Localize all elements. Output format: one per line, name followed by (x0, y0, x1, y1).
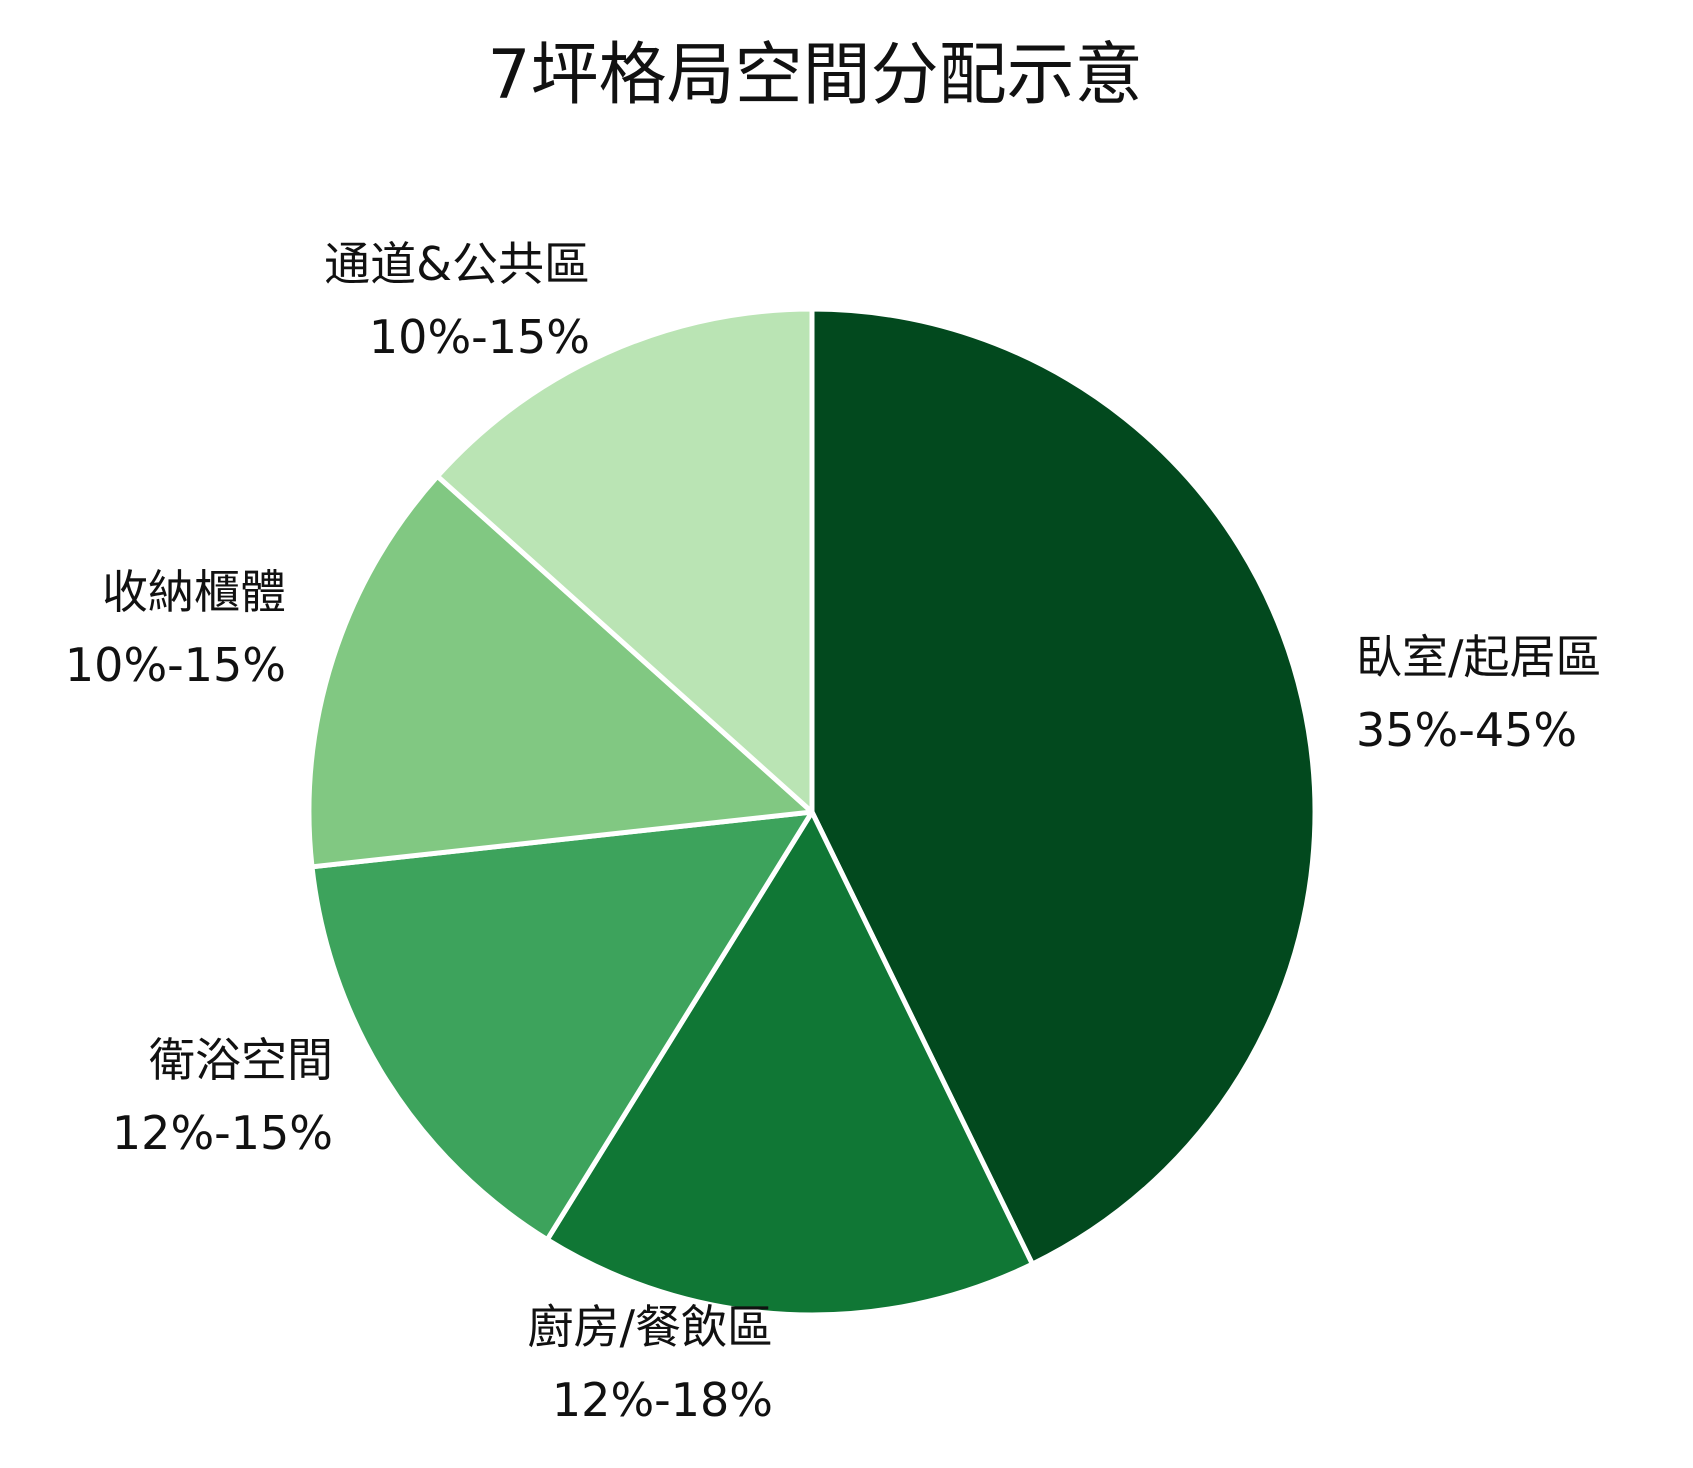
slice-label: 衛浴空間 (149, 1033, 333, 1087)
slice-value-label: 12%-18% (552, 1373, 773, 1427)
slice-value-label: 10%-15% (369, 310, 590, 364)
pie-slices (306, 306, 1318, 1318)
slice-value-label: 12%-15% (112, 1106, 333, 1160)
slice-label: 臥室/起居區 (1356, 630, 1602, 684)
slice-value-label: 10%-15% (65, 638, 286, 692)
pie-slice (434, 306, 815, 815)
slice-label: 收納櫃體 (102, 565, 286, 619)
slice-label: 通道&公共區 (324, 237, 590, 291)
pie-slice (809, 306, 1318, 1267)
slice-value-label: 35%-45% (1356, 703, 1577, 757)
pie-slice (309, 809, 815, 1243)
slice-label: 廚房/餐飲區 (528, 1300, 774, 1354)
chart-title: 7坪格局空間分配示意 (487, 36, 1142, 115)
pie-slice (306, 473, 815, 870)
pie-slice (544, 809, 1035, 1318)
pie-labels: 臥室/起居區 35%-45% 廚房/餐飲區 12%-18% 衛浴空間 12%-15% 收納櫃… (65, 237, 1602, 1427)
